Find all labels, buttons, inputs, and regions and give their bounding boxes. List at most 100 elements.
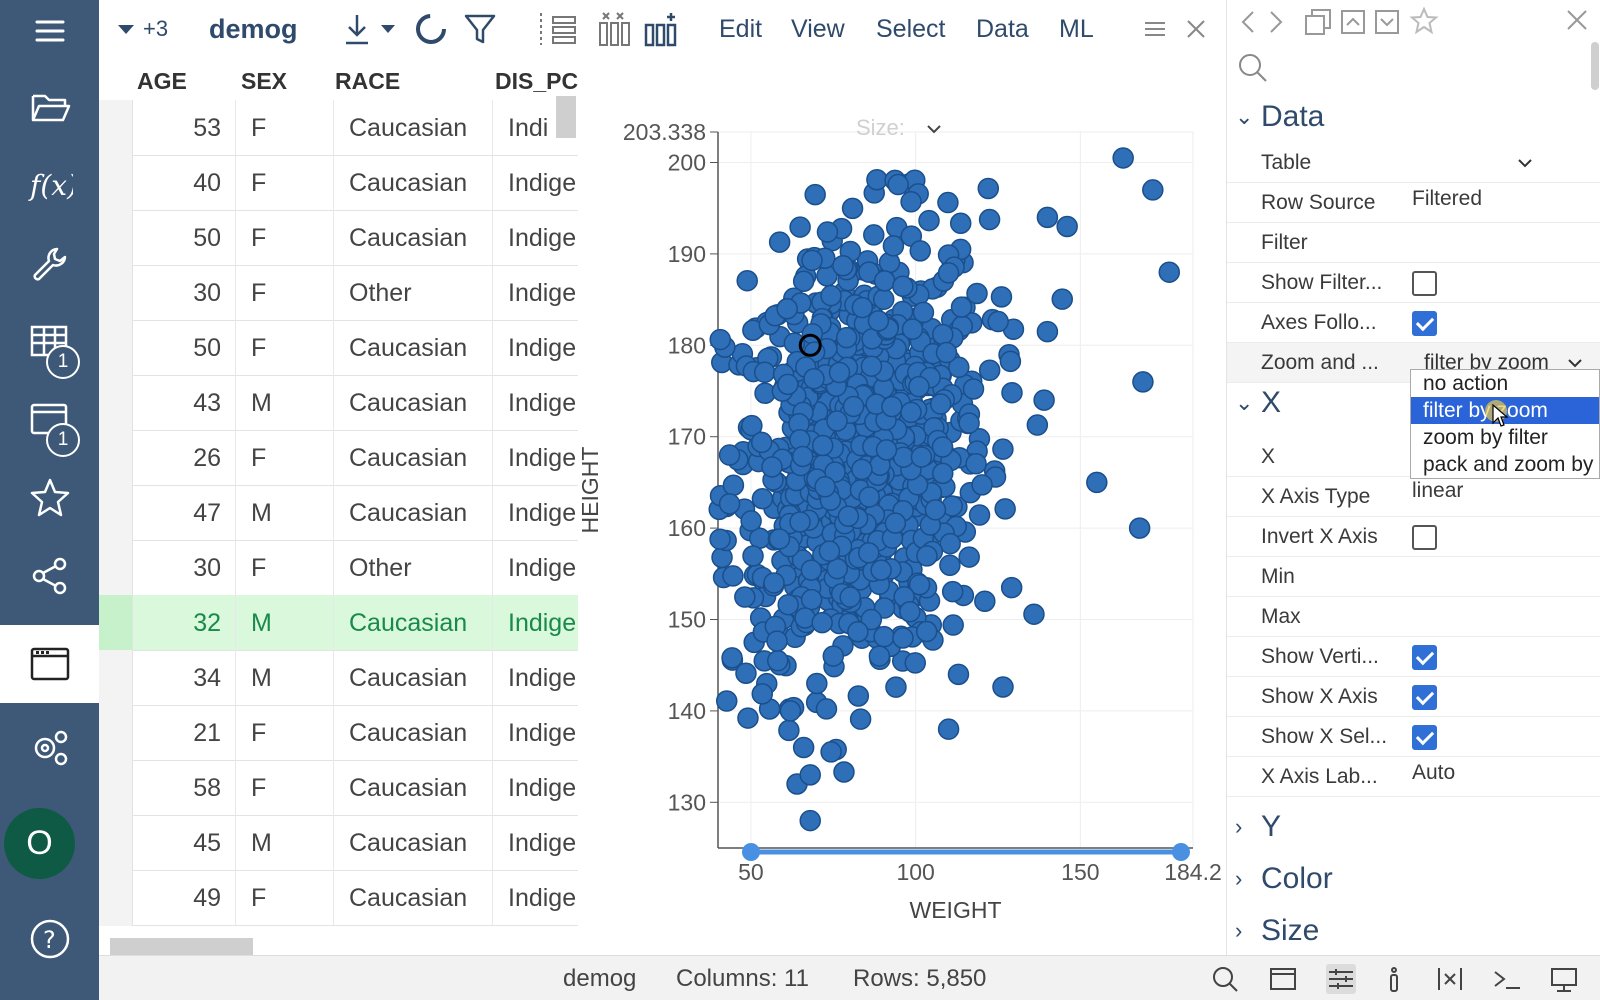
row-header[interactable] xyxy=(99,705,133,761)
cell-dis-pc[interactable]: Indige xyxy=(508,719,577,747)
prop-row-source[interactable]: Row Source Filtered xyxy=(1227,183,1600,223)
cell-age[interactable]: 58 xyxy=(133,760,236,816)
zoom-select-value[interactable]: filter by zoom xyxy=(1424,351,1549,374)
cell-dis-pc[interactable]: Indi xyxy=(508,114,549,142)
cell-race[interactable]: Caucasian xyxy=(334,375,493,431)
scatter-plot[interactable]: 203.338 200 190 180 170 160 150 140 130 50 100 150 1… xyxy=(578,62,1224,955)
table-row[interactable]: 58 F Caucasian Indige xyxy=(99,760,578,816)
cell-sex[interactable]: M xyxy=(236,595,334,651)
more-tables-dropdown[interactable]: +3 xyxy=(117,0,168,58)
table-icon[interactable]: 1 xyxy=(0,303,99,381)
collapse-all-icon[interactable] xyxy=(1339,8,1367,41)
cell-sex[interactable]: F xyxy=(236,210,334,266)
row-header[interactable] xyxy=(99,485,133,541)
section-x[interactable]: ⌄ X xyxy=(1235,386,1281,420)
menu-data[interactable]: Data xyxy=(976,14,1029,43)
cell-race[interactable]: Caucasian xyxy=(334,100,493,156)
status-table-name[interactable]: demog xyxy=(563,965,637,992)
cell-dis-pc[interactable]: Indige xyxy=(508,609,577,637)
row-header[interactable] xyxy=(99,430,133,486)
table-row[interactable]: 30 F Other Indige xyxy=(99,265,578,321)
prop-table[interactable]: Table xyxy=(1227,143,1600,183)
row-header[interactable] xyxy=(99,815,133,871)
table-row[interactable]: 34 M Caucasian Indige xyxy=(99,650,578,706)
window-icon[interactable]: 1 xyxy=(0,381,99,459)
invert-x-checkbox[interactable] xyxy=(1412,525,1437,550)
cell-dis-pc[interactable]: Indige xyxy=(508,499,577,527)
search-icon[interactable] xyxy=(1237,52,1269,89)
table-row[interactable]: 40 F Caucasian Indige xyxy=(99,155,578,211)
folder-open-icon[interactable] xyxy=(0,68,99,146)
table-row[interactable]: 45 M Caucasian Indige xyxy=(99,815,578,871)
menu-select[interactable]: Select xyxy=(876,14,946,43)
cell-race[interactable]: Other xyxy=(334,540,493,596)
cell-sex[interactable]: F xyxy=(236,430,334,486)
table-row[interactable]: 50 F Caucasian Indige xyxy=(99,210,578,266)
scatter-svg[interactable]: 203.338 200 190 180 170 160 150 140 130 50 100 150 1… xyxy=(578,62,1224,955)
info-icon[interactable] xyxy=(1379,964,1409,994)
cell-age[interactable]: 40 xyxy=(133,155,236,211)
cell-dis-pc[interactable]: Indige xyxy=(508,224,577,252)
dropdown-option-pack-and-zoom[interactable]: pack and zoom by xyxy=(1423,453,1594,476)
prop-min[interactable]: Min xyxy=(1227,557,1600,597)
table-row[interactable]: 50 F Caucasian Indige xyxy=(99,320,578,376)
cell-age[interactable]: 50 xyxy=(133,320,236,376)
cell-sex[interactable]: M xyxy=(236,650,334,706)
console-icon[interactable] xyxy=(1492,964,1522,994)
chevron-down-icon[interactable] xyxy=(1515,153,1535,178)
table-row[interactable]: 32 M Caucasian Indige xyxy=(99,595,578,651)
show-filter-checkbox[interactable] xyxy=(1412,271,1437,296)
prop-show-filter[interactable]: Show Filter... xyxy=(1227,263,1600,303)
close-viewer-icon[interactable] xyxy=(1185,0,1207,58)
prop-show-x-selector[interactable]: Show X Sel... xyxy=(1227,717,1600,757)
cell-sex[interactable]: F xyxy=(236,155,334,211)
cell-race[interactable]: Caucasian xyxy=(334,760,493,816)
copy-icon[interactable] xyxy=(1303,7,1333,42)
cell-dis-pc[interactable]: Indige xyxy=(508,279,577,307)
cell-age[interactable]: 50 xyxy=(133,210,236,266)
avatar[interactable]: O xyxy=(4,808,75,879)
table-row[interactable]: 26 F Caucasian Indige xyxy=(99,430,578,486)
cell-age[interactable]: 49 xyxy=(133,870,236,926)
menu-edit[interactable]: Edit xyxy=(719,14,763,43)
cell-dis-pc[interactable]: Indige xyxy=(508,554,577,582)
cell-sex[interactable]: M xyxy=(236,375,334,431)
row-header[interactable] xyxy=(99,540,133,596)
cell-age[interactable]: 30 xyxy=(133,265,236,321)
section-y[interactable]: › Y xyxy=(1235,810,1281,844)
cell-age[interactable]: 43 xyxy=(133,375,236,431)
cell-race[interactable]: Caucasian xyxy=(334,485,493,541)
table-row[interactable]: 43 M Caucasian Indige xyxy=(99,375,578,431)
cell-sex[interactable]: M xyxy=(236,815,334,871)
column-header-sex[interactable]: SEX xyxy=(241,68,288,94)
insert-column-icon[interactable] xyxy=(643,0,679,58)
star-icon[interactable] xyxy=(0,459,99,537)
properties-icon[interactable] xyxy=(1326,964,1356,994)
table-row[interactable]: 30 F Other Indige xyxy=(99,540,578,596)
presentation-icon[interactable] xyxy=(1549,964,1579,994)
section-data[interactable]: ⌄ Data xyxy=(1235,100,1324,134)
dropdown-option-no-action[interactable]: no action xyxy=(1423,372,1509,395)
menu-ml[interactable]: ML xyxy=(1059,14,1094,43)
axes-follow-checkbox[interactable] xyxy=(1412,311,1437,336)
prop-row-source-value[interactable]: Filtered xyxy=(1412,187,1483,210)
cell-sex[interactable]: F xyxy=(236,705,334,761)
row-header[interactable] xyxy=(99,100,133,156)
cell-race[interactable]: Caucasian xyxy=(334,650,493,706)
refresh-icon[interactable] xyxy=(413,0,449,58)
table-row[interactable]: 49 F Caucasian Indige xyxy=(99,870,578,926)
cell-sex[interactable]: M xyxy=(236,485,334,541)
share-icon[interactable] xyxy=(0,537,99,615)
add-columns-icon[interactable] xyxy=(597,0,633,58)
prop-x-axis-lab-value[interactable]: Auto xyxy=(1412,761,1456,784)
table-row[interactable]: 21 F Caucasian Indige xyxy=(99,705,578,761)
chevron-down-icon[interactable] xyxy=(1565,353,1585,378)
cell-race[interactable]: Caucasian xyxy=(334,210,493,266)
cell-sex[interactable]: F xyxy=(236,870,334,926)
column-header-age[interactable]: AGE xyxy=(137,68,187,94)
cell-sex[interactable]: F xyxy=(236,760,334,816)
column-resize-icon[interactable] xyxy=(1435,964,1465,994)
cell-age[interactable]: 53 xyxy=(133,100,236,156)
cell-race[interactable]: Other xyxy=(334,265,493,321)
row-header[interactable] xyxy=(99,870,133,926)
